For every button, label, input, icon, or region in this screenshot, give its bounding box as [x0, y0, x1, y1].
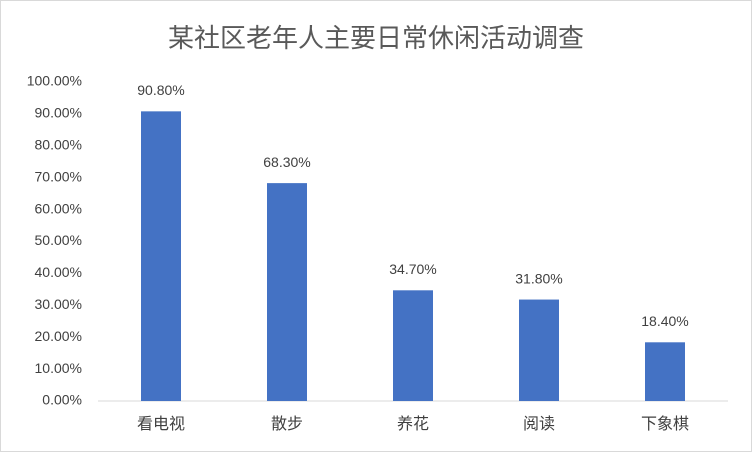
y-tick-label: 60.00% — [35, 200, 82, 216]
x-tick-label: 下象棋 — [641, 415, 689, 433]
y-tick-label: 50.00% — [35, 232, 82, 248]
value-label: 18.40% — [641, 313, 688, 329]
y-tick-label: 80.00% — [35, 137, 82, 153]
x-tick-label: 阅读 — [523, 415, 555, 433]
value-label: 31.80% — [515, 270, 562, 286]
bar — [141, 111, 181, 402]
value-label: 90.80% — [137, 82, 184, 98]
value-label: 68.30% — [263, 154, 310, 170]
y-tick-label: 90.00% — [35, 105, 82, 121]
y-tick-label: 30.00% — [35, 296, 82, 312]
chart-title: 某社区老年人主要日常休闲活动调查 — [168, 23, 584, 53]
y-tick-label: 40.00% — [35, 264, 82, 280]
x-tick-label: 散步 — [271, 415, 303, 433]
bar — [519, 299, 559, 401]
bar — [645, 342, 685, 401]
y-tick-label: 70.00% — [35, 168, 82, 184]
bar — [267, 183, 307, 401]
value-label: 34.70% — [389, 261, 436, 277]
x-tick-label: 养花 — [397, 415, 429, 433]
x-tick-label: 看电视 — [137, 415, 185, 433]
y-tick-label: 100.00% — [27, 73, 82, 89]
y-tick-label: 10.00% — [35, 360, 82, 376]
y-tick-label: 20.00% — [35, 328, 82, 344]
bar — [393, 290, 433, 401]
y-tick-label: 0.00% — [42, 392, 82, 408]
